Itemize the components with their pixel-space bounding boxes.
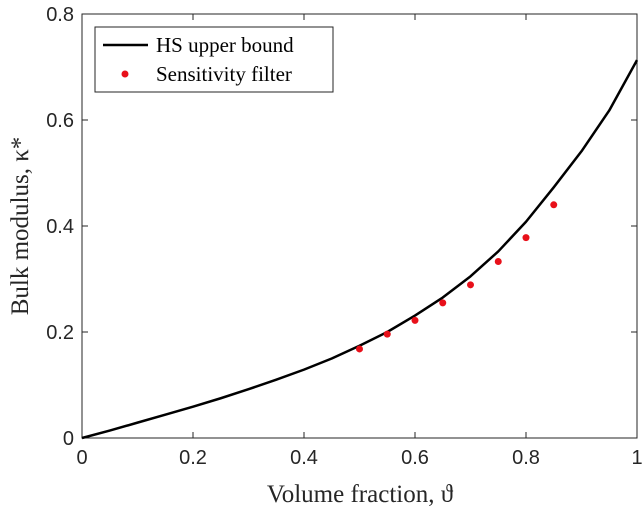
- y-tick-label: 0.8: [46, 4, 74, 26]
- x-tick-label: 1: [631, 447, 642, 469]
- legend-label-sensitivity-filter: Sensitivity filter: [156, 62, 292, 86]
- data-point-sensitivity-filter: [356, 345, 363, 353]
- data-point-sensitivity-filter: [439, 299, 447, 307]
- x-tick-label: 0.6: [401, 447, 429, 469]
- x-tick-label: 0.4: [290, 447, 318, 469]
- data-point-sensitivity-filter: [550, 201, 558, 209]
- legend-label-hs-upper-bound: HS upper bound: [156, 33, 294, 57]
- y-tick-label: 0.4: [46, 216, 74, 238]
- axis-ticks: 0 0.2 0.4 0.6 0.8 1 0 0.2 0.4 0.6 0.8: [46, 4, 642, 469]
- y-tick-label: 0.2: [46, 322, 74, 344]
- x-axis-label: Volume fraction, ϑ: [267, 481, 454, 508]
- data-point-sensitivity-filter: [411, 316, 419, 324]
- data-point-sensitivity-filter: [383, 330, 391, 338]
- legend-box: [94, 26, 334, 93]
- data-point-sensitivity-filter: [494, 258, 502, 266]
- y-tick-label: 0.6: [46, 110, 74, 132]
- legend-marker-swatch: [121, 70, 129, 78]
- data-point-sensitivity-filter: [522, 234, 530, 242]
- series-layer: [81, 59, 639, 440]
- x-tick-label: 0: [76, 447, 87, 469]
- legend: HS upper bound Sensitivity filter: [94, 26, 334, 93]
- x-tick-label: 0.2: [179, 447, 207, 469]
- data-point-sensitivity-filter: [467, 281, 474, 289]
- y-tick-label: 0: [63, 428, 74, 450]
- y-axis-label: Bulk modulus, κ*: [7, 137, 34, 316]
- x-tick-label: 0.8: [512, 447, 540, 469]
